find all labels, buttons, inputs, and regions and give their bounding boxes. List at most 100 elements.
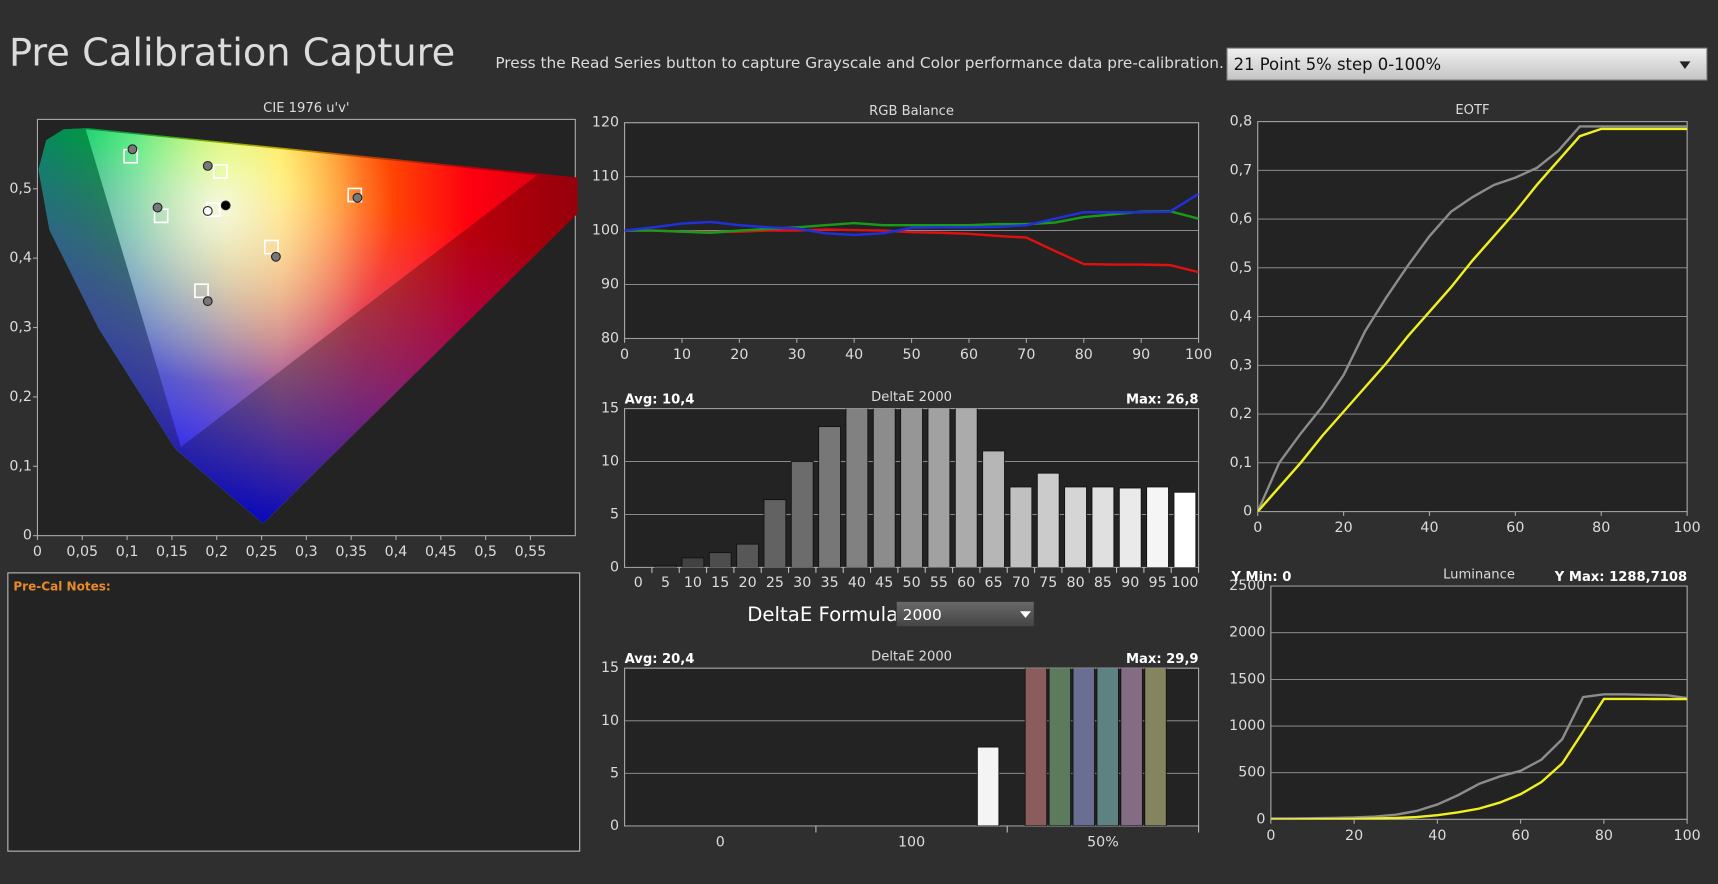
series-line	[1257, 127, 1688, 512]
x-tick-label: 90	[1121, 575, 1139, 591]
measured-point	[220, 200, 231, 211]
x-tick-label: 0,15	[156, 544, 188, 560]
x-tick-label: 0,05	[66, 544, 98, 560]
y-tick-label: 0,3	[1230, 357, 1253, 373]
bar	[1146, 486, 1169, 568]
bar	[1009, 486, 1033, 568]
y-tick-label: 0,3	[9, 320, 32, 336]
bar	[872, 408, 896, 568]
chart-title: DeltaE 2000	[871, 650, 952, 665]
bar	[1144, 668, 1167, 826]
y-tick-label: 0,8	[1230, 114, 1253, 130]
x-tick-label: 100	[1171, 575, 1198, 591]
x-tick-label: 0,25	[246, 544, 278, 560]
x-tick-label: 50	[903, 347, 921, 363]
bar	[927, 408, 951, 568]
chart-title: EOTF	[1455, 103, 1489, 118]
dropdown-arrow[interactable]	[1679, 61, 1691, 70]
y-tick-label: 0,6	[1230, 211, 1253, 227]
measured-point	[152, 202, 163, 213]
y-tick-label: 0,5	[9, 181, 32, 197]
x-tick-label: 80	[1075, 347, 1093, 363]
measured-point	[202, 206, 213, 216]
target-point	[212, 164, 228, 179]
bar	[954, 408, 978, 568]
bar	[818, 426, 841, 568]
annotation: Y Min: 0	[1230, 570, 1291, 585]
x-tick-label: 75	[1039, 575, 1057, 591]
x-tick-label: 80	[1592, 520, 1610, 536]
bar	[790, 461, 814, 568]
dropdown-value[interactable]: 2000	[903, 606, 942, 624]
y-tick-label: 0	[23, 528, 32, 544]
x-tick-label: 55	[930, 575, 948, 591]
measured-point	[352, 192, 363, 203]
y-tick-label: 0,1	[9, 458, 32, 474]
x-tick-label: 0	[1266, 828, 1275, 844]
y-tick-label: 0,1	[1230, 455, 1253, 471]
y-tick-label: 5	[610, 506, 619, 522]
x-tick-label: 5	[661, 575, 670, 591]
preset-dropdown[interactable]: 21 Point 5% step 0-100%	[1226, 47, 1708, 81]
x-tick-label: 0	[33, 544, 42, 560]
bar	[1036, 472, 1060, 568]
x-tick-label: 100	[1674, 828, 1701, 844]
x-tick-label: 65	[985, 575, 1003, 591]
dropdown-box[interactable]	[1226, 47, 1708, 81]
x-tick-label: 0,45	[425, 544, 457, 560]
x-tick-label: 40	[848, 575, 866, 591]
bar	[976, 746, 1000, 826]
bar	[900, 408, 923, 568]
x-tick-label: 60	[1506, 520, 1524, 536]
formula-dropdown[interactable]: 2000	[895, 600, 1035, 628]
bar	[654, 564, 677, 568]
y-tick-label: 0,2	[9, 389, 32, 405]
x-tick-label: 60	[960, 347, 978, 363]
dropdown-box[interactable]	[895, 600, 1035, 628]
x-tick-label: 60	[957, 575, 975, 591]
target-point	[194, 283, 209, 299]
x-tick-label: 0	[620, 347, 629, 363]
group-label: 100	[898, 834, 925, 850]
bar	[1118, 487, 1142, 568]
dropdown-value[interactable]: 21 Point 5% step 0-100%	[1234, 55, 1441, 74]
x-tick-label: 80	[1067, 575, 1085, 591]
x-tick-label: 0,4	[385, 544, 408, 560]
x-tick-label: 100	[1185, 347, 1212, 363]
x-tick-label: 0	[1253, 520, 1262, 536]
y-tick-label: 1500	[1229, 671, 1265, 687]
y-tick-label: 0,2	[1230, 406, 1253, 422]
chart-title: Luminance	[1443, 568, 1515, 583]
x-tick-label: 50	[903, 575, 921, 591]
bar	[708, 552, 732, 568]
page-title: Pre Calibration Capture	[9, 30, 455, 75]
x-tick-label: 40	[1428, 828, 1446, 844]
measured-point	[202, 160, 213, 171]
x-tick-label: 85	[1094, 575, 1112, 591]
annotation: Y Max: 1288,7108	[1554, 570, 1687, 585]
x-tick-label: 70	[1017, 347, 1035, 363]
x-tick-label: 0,5	[474, 544, 497, 560]
y-tick-label: 1000	[1229, 718, 1265, 734]
x-tick-label: 10	[673, 347, 691, 363]
notes-label: Pre-Cal Notes:	[13, 580, 110, 594]
dropdown-arrow[interactable]	[1020, 611, 1031, 618]
y-tick-label: 0,4	[1230, 309, 1253, 325]
measured-point	[127, 144, 138, 155]
measured-point	[202, 296, 213, 307]
x-tick-label: 45	[875, 575, 893, 591]
bar	[681, 557, 705, 568]
x-tick-label: 40	[1420, 520, 1438, 536]
notes-box[interactable]	[7, 572, 581, 852]
x-tick-label: 0,35	[335, 544, 367, 560]
y-tick-label: 5	[610, 765, 619, 781]
bar	[1091, 486, 1115, 568]
annotation: Max: 29,9	[1126, 652, 1199, 667]
annotation: Max: 26,8	[1126, 392, 1199, 407]
x-tick-label: 25	[766, 575, 784, 591]
annotation: Avg: 20,4	[625, 652, 695, 667]
x-tick-label: 15	[711, 575, 729, 591]
chart-title: CIE 1976 u'v'	[263, 101, 349, 116]
series-line	[1270, 693, 1688, 820]
